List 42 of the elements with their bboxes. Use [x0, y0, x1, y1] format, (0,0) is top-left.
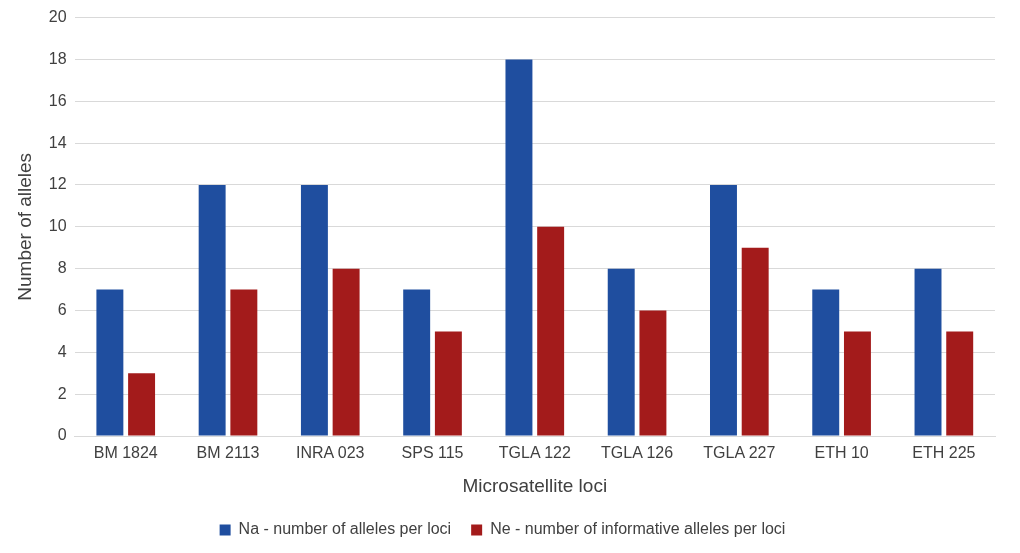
- bar: [812, 289, 840, 436]
- y-tick-label: 20: [48, 8, 67, 26]
- y-tick-label: 6: [57, 300, 67, 318]
- x-tick-label: ETH 225: [912, 444, 976, 462]
- x-tick-label: INRA 023: [296, 444, 365, 462]
- legend-label: Na - number of alleles per loci: [238, 520, 452, 538]
- x-tick-label: TGLA 126: [601, 444, 674, 462]
- legend-label: Ne - number of informative alleles per loci: [490, 520, 786, 538]
- x-tick-label: BM 2113: [196, 444, 260, 462]
- bar: [403, 289, 431, 436]
- bar: [96, 289, 124, 436]
- bar: [505, 59, 533, 436]
- x-tick-label: TGLA 122: [498, 444, 571, 462]
- bar: [946, 331, 974, 436]
- bar: [128, 373, 156, 436]
- y-tick-label: 12: [48, 175, 67, 193]
- y-tick-label: 2: [57, 384, 67, 402]
- bar: [230, 289, 258, 436]
- y-tick-label: 0: [57, 426, 67, 444]
- bar: [843, 331, 871, 436]
- y-tick-label: 16: [48, 91, 67, 109]
- bar: [607, 268, 635, 436]
- x-tick-label: BM 1824: [93, 444, 158, 462]
- bar: [741, 247, 769, 436]
- x-tick-label: TGLA 227: [703, 444, 776, 462]
- y-tick-label: 14: [48, 133, 67, 151]
- bar: [639, 310, 667, 436]
- y-tick-label: 8: [57, 259, 67, 277]
- bar: [198, 184, 226, 436]
- bar: [914, 268, 942, 436]
- y-tick-label: 18: [48, 49, 67, 67]
- bar: [332, 268, 360, 436]
- x-tick-label: SPS 115: [401, 444, 464, 462]
- y-tick-label: 10: [48, 217, 67, 235]
- y-tick-label: 4: [57, 342, 67, 360]
- x-tick-label: ETH 10: [814, 444, 869, 462]
- x-axis-title: Microsatellite loci: [462, 474, 608, 496]
- y-axis-title: Number of alleles: [13, 152, 35, 301]
- bar: [300, 184, 328, 436]
- bar: [434, 331, 462, 436]
- bar: [537, 226, 565, 436]
- bar: [710, 184, 737, 436]
